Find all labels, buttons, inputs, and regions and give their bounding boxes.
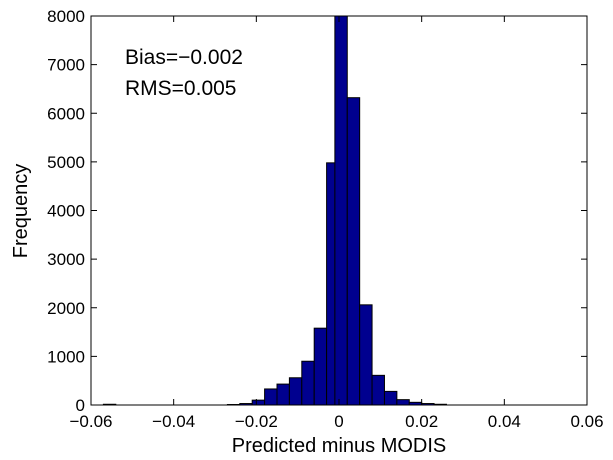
histogram-bar: [371, 374, 385, 406]
histogram-bar: [359, 304, 373, 406]
x-axis-ticks: −0.06 −0.04 −0.02 0 0.02 0.04 0.06: [69, 16, 604, 431]
histogram-bar: [313, 327, 328, 406]
y-axis-ticks: 0 1000 2000 3000 4000 5000 6000 7000 8000: [47, 7, 587, 415]
rms-annotation: RMS=0.005: [125, 77, 236, 100]
histogram-bar: [288, 377, 303, 406]
y-tick-label: 8000: [47, 7, 85, 26]
histogram-bar: [264, 388, 278, 406]
y-tick-label: 1000: [47, 347, 85, 366]
bias-annotation: Bias=−0.002: [125, 46, 243, 69]
histogram-bar: [396, 399, 410, 406]
y-tick-label: 3000: [47, 250, 85, 269]
x-tick-label: 0.06: [570, 412, 603, 431]
y-tick-label: 2000: [47, 299, 85, 318]
y-tick-label: 6000: [47, 104, 85, 123]
histogram-bar: [334, 15, 348, 406]
x-tick-label: −0.06: [69, 412, 112, 431]
histogram-bar: [383, 390, 398, 406]
histogram-bar: [251, 399, 266, 406]
y-tick-label: 0: [76, 396, 85, 415]
histogram-bar: [301, 360, 315, 406]
x-tick-label: −0.02: [235, 412, 278, 431]
x-tick-label: −0.04: [152, 412, 195, 431]
x-tick-label: 0: [334, 412, 343, 431]
x-tick-label: 0.02: [405, 412, 438, 431]
histogram-bar: [276, 383, 290, 406]
x-axis-title: Predicted minus MODIS: [232, 435, 447, 457]
y-tick-label: 7000: [47, 56, 85, 75]
histogram-bars: [102, 15, 447, 406]
y-tick-label: 5000: [47, 153, 85, 172]
plot-frame: [90, 15, 588, 406]
y-axis-title: Frequency: [10, 164, 32, 259]
y-tick-label: 4000: [47, 202, 85, 221]
x-tick-label: 0.04: [488, 412, 521, 431]
histogram-bar: [346, 97, 361, 406]
